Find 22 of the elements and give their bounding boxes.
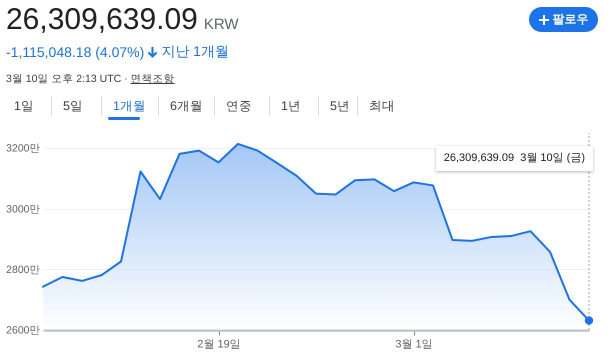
text: 연중	[226, 98, 252, 115]
text: 지난 1개월	[161, 43, 229, 61]
y-tick-label: 3000만	[6, 203, 40, 216]
y-tick-label: 3200만	[6, 142, 40, 155]
text: 5일	[63, 98, 83, 115]
annotation: 26,309,639.09 3월 10일 (금)	[436, 146, 593, 171]
follow-button[interactable]: 팔로우	[529, 7, 598, 32]
text: 5년	[330, 98, 350, 115]
text: 면책조항	[130, 73, 175, 85]
y-tick-label: 2600만	[6, 324, 40, 336]
text: 1일	[14, 98, 34, 115]
text: -1,115,048.18 (4.07%)	[6, 44, 144, 60]
x-tick-label: 2월 19일	[197, 338, 241, 350]
text: 1년	[281, 98, 301, 115]
y-tick-label: 2800만	[6, 264, 40, 276]
x-tick-label: 3월 1일	[395, 338, 433, 350]
chart-title: 26,309,639.09	[6, 2, 198, 38]
text: 6개월	[170, 98, 203, 115]
text: KRW	[204, 16, 239, 33]
text: 최대	[369, 98, 395, 115]
text: 3월 10일 오후 2:13 UTC ·	[6, 73, 128, 85]
text: 1개월	[113, 98, 146, 115]
